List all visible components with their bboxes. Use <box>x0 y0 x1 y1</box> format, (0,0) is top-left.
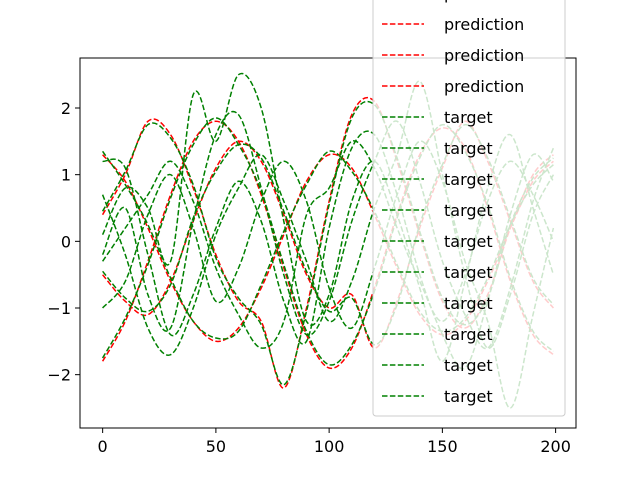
x-tick-label: 50 <box>206 437 226 456</box>
legend-label: target <box>444 325 493 344</box>
axis-layer: 0 50 100 150 200 −2 −1 0 1 2 <box>47 99 570 456</box>
legend-label: target <box>444 201 493 220</box>
legend-label: target <box>444 387 493 406</box>
target-series-line-6 <box>101 117 554 366</box>
legend-label: prediction <box>444 15 524 34</box>
y-tick-label: 0 <box>61 232 71 251</box>
legend-label: target <box>444 139 493 158</box>
x-tick-label: 150 <box>427 437 458 456</box>
y-tick-label: −1 <box>47 299 71 318</box>
legend-box <box>372 0 566 417</box>
legend-label: prediction <box>444 46 524 65</box>
legend-label: prediction <box>444 77 524 96</box>
y-tick-label: −2 <box>47 366 71 385</box>
x-tick-label: 200 <box>540 437 571 456</box>
target-series-line-10 <box>101 140 555 349</box>
legend-label: target <box>444 232 493 251</box>
legend-label: prediction <box>444 0 524 3</box>
legend-label: target <box>444 294 493 313</box>
legend-label: target <box>444 263 493 282</box>
legend-label: target <box>444 356 493 375</box>
legend-label: target <box>444 108 493 127</box>
target-series-line-7 <box>101 100 554 386</box>
legend-label: target <box>444 170 493 189</box>
prediction-series-line-1 <box>102 153 554 343</box>
target-series-line-5 <box>101 150 554 340</box>
x-tick-label: 0 <box>98 437 108 456</box>
legend: prediction prediction prediction prediction… <box>372 0 566 417</box>
y-tick-label: 1 <box>61 166 71 185</box>
plot-area-frame <box>79 57 577 429</box>
y-tick-label: 2 <box>61 99 71 118</box>
x-tick-label: 100 <box>314 437 345 456</box>
